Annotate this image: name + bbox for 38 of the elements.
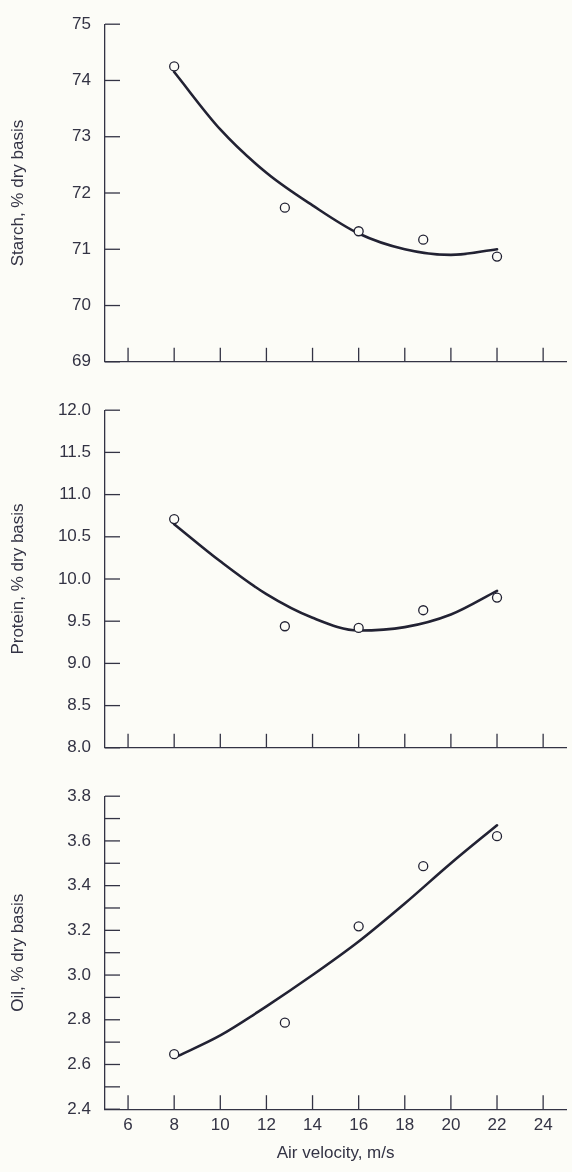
y-axis-title: Starch, % dry basis bbox=[7, 119, 27, 267]
x-tick-label: 20 bbox=[441, 1115, 461, 1135]
y-tick-label: 3.2 bbox=[67, 920, 91, 940]
y-tick-label: 3.6 bbox=[67, 830, 91, 850]
y-tick-label: 8.0 bbox=[67, 737, 91, 757]
y-tick-label: 3.8 bbox=[67, 785, 91, 805]
y-axis-title: Protein, % dry basis bbox=[7, 503, 27, 655]
x-tick-label: 16 bbox=[349, 1115, 369, 1135]
y-tick-label: 2.6 bbox=[67, 1054, 91, 1074]
y-axis-title: Oil, % dry basis bbox=[7, 893, 27, 1012]
x-axis-title: Air velocity, m/s bbox=[276, 1143, 395, 1163]
y-tick-label: 10.0 bbox=[57, 568, 91, 588]
y-tick-label: 12.0 bbox=[57, 399, 91, 419]
y-tick-label: 8.5 bbox=[67, 695, 91, 715]
y-tick-label: 9.5 bbox=[67, 610, 91, 630]
x-tick-label: 14 bbox=[303, 1115, 322, 1135]
y-tick-label: 9.0 bbox=[67, 653, 91, 673]
y-tick-label: 74 bbox=[72, 70, 91, 90]
y-tick-label: 75 bbox=[72, 13, 91, 33]
y-tick-label: 3.0 bbox=[67, 964, 91, 984]
y-tick-label: 70 bbox=[72, 295, 91, 315]
y-tick-label: 71 bbox=[72, 238, 91, 258]
y-tick-label: 73 bbox=[72, 126, 91, 146]
y-tick-label: 69 bbox=[72, 351, 91, 371]
x-tick-label: 18 bbox=[395, 1115, 415, 1135]
y-tick-label: 2.4 bbox=[67, 1098, 91, 1118]
y-tick-label: 72 bbox=[72, 182, 91, 202]
x-tick-label: 24 bbox=[533, 1115, 553, 1135]
y-tick-label: 10.5 bbox=[57, 526, 91, 546]
y-tick-label: 11.0 bbox=[59, 484, 91, 504]
y-tick-label: 2.8 bbox=[67, 1009, 91, 1029]
x-tick-label: 8 bbox=[169, 1115, 179, 1135]
x-tick-label: 10 bbox=[210, 1115, 230, 1135]
x-tick-label: 22 bbox=[487, 1115, 507, 1135]
x-tick-label: 12 bbox=[256, 1115, 276, 1135]
y-tick-label: 3.4 bbox=[67, 875, 91, 895]
y-tick-label: 11.5 bbox=[59, 442, 91, 462]
x-tick-label: 6 bbox=[123, 1115, 133, 1135]
